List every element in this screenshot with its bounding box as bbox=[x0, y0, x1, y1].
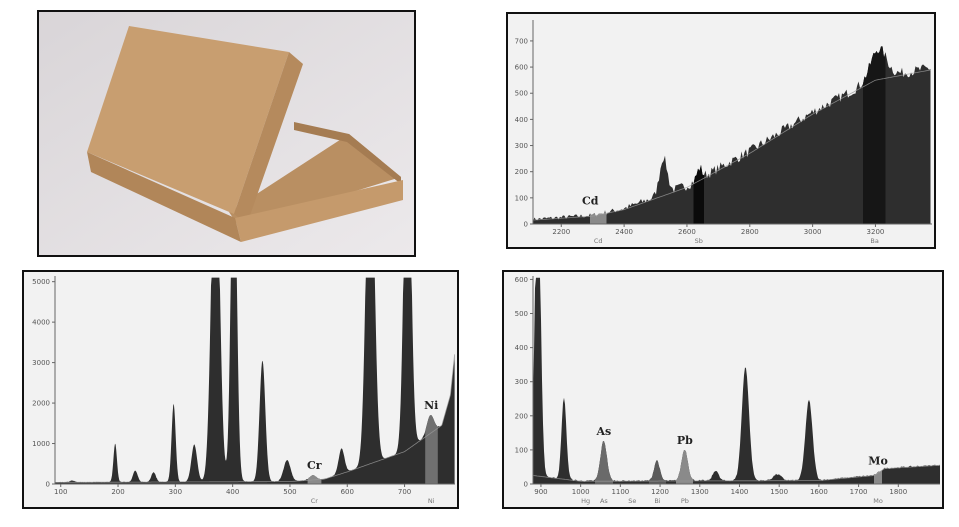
x-tick-label: 900 bbox=[534, 488, 547, 496]
y-tick-label: 300 bbox=[515, 378, 528, 386]
region-ni bbox=[425, 415, 438, 484]
y-tick-label: 200 bbox=[515, 412, 528, 420]
spectrum-chart-cr-ni: 0 1000 2000 3000 4000 5000 100 200 300 400 500 600 7… bbox=[22, 270, 459, 509]
x-tick-label: 1300 bbox=[691, 488, 709, 496]
x-tick-label: 200 bbox=[111, 488, 124, 496]
y-tick-label: 0 bbox=[524, 481, 528, 489]
box-lid-edge bbox=[234, 52, 303, 224]
x-tick-label: 1700 bbox=[850, 488, 868, 496]
spectrum-area bbox=[533, 46, 931, 225]
y-tick-label: 5000 bbox=[32, 278, 50, 286]
spectrum-plot: 0 100 200 300 400 500 600 900 1000 1100 1200 1300 14… bbox=[515, 276, 941, 505]
region-ba bbox=[863, 46, 886, 225]
x-tick-label: 3200 bbox=[867, 228, 885, 236]
spectrum-chart-as-pb-mo: 0 100 200 300 400 500 600 900 1000 1100 1200 1300 14… bbox=[502, 270, 944, 509]
region-pb bbox=[676, 450, 693, 484]
y-tick-label: 0 bbox=[46, 481, 50, 489]
baseline-curve bbox=[55, 354, 455, 483]
element-peak-label: Mo bbox=[868, 455, 888, 468]
box-tray-front-wall bbox=[235, 180, 403, 242]
y-tick-label: 200 bbox=[515, 168, 528, 176]
y-tick-label: 500 bbox=[515, 310, 528, 318]
x-tick-label: 600 bbox=[341, 488, 354, 496]
baseline-curve bbox=[532, 69, 931, 221]
x-tick-label: 1800 bbox=[889, 488, 907, 496]
x-tick-label: 3000 bbox=[804, 228, 822, 236]
x-tick-label: 1100 bbox=[611, 488, 629, 496]
x-tick-label: 1600 bbox=[810, 488, 828, 496]
spectrum-area bbox=[533, 277, 940, 484]
x-tick-label: 2400 bbox=[615, 228, 633, 236]
x-tick-label: 100 bbox=[54, 488, 67, 496]
element-axis-label: Bi bbox=[654, 497, 660, 505]
element-peak-label: Ni bbox=[424, 399, 438, 412]
y-tick-label: 600 bbox=[515, 64, 528, 72]
spectrum-area bbox=[55, 277, 455, 484]
spectrum-plot: 0 100 200 300 400 500 600 700 2200 2400 2600 2800 30… bbox=[515, 20, 932, 245]
x-tick-label: 1500 bbox=[770, 488, 788, 496]
x-tick-label: 2800 bbox=[741, 228, 759, 236]
x-tick-label: 2200 bbox=[552, 228, 570, 236]
y-tick-label: 100 bbox=[515, 446, 528, 454]
box-tray-back-wall bbox=[294, 122, 401, 184]
y-tick-label: 3000 bbox=[32, 359, 50, 367]
baseline-curve bbox=[532, 464, 941, 482]
x-tick-label: 500 bbox=[283, 488, 296, 496]
element-axis-label: Hg bbox=[581, 497, 590, 505]
y-tick-label: 600 bbox=[515, 276, 528, 284]
y-tick-label: 2000 bbox=[32, 400, 50, 408]
y-tick-label: 400 bbox=[515, 344, 528, 352]
x-tick-label: 1200 bbox=[651, 488, 669, 496]
y-tick-label: 400 bbox=[515, 116, 528, 124]
y-tick-label: 500 bbox=[515, 90, 528, 98]
y-tick-label: 4000 bbox=[32, 319, 50, 327]
element-axis-label: Cr bbox=[311, 497, 319, 505]
spectrum-plot: 0 1000 2000 3000 4000 5000 100 200 300 400 500 600 7… bbox=[32, 276, 455, 505]
element-axis-label: Cd bbox=[594, 237, 603, 245]
box-tray-side-wall bbox=[87, 152, 241, 242]
x-tick-label: 2600 bbox=[678, 228, 696, 236]
x-tick-label: 400 bbox=[226, 488, 239, 496]
spectrum-chart-cd-sb-ba: 0 100 200 300 400 500 600 700 2200 2400 2600 2800 30… bbox=[506, 12, 936, 249]
x-tick-label: 1400 bbox=[731, 488, 749, 496]
element-axis-label: As bbox=[600, 497, 608, 505]
y-tick-label: 700 bbox=[515, 37, 528, 45]
x-tick-label: 700 bbox=[398, 488, 411, 496]
box-lid bbox=[87, 26, 289, 214]
y-tick-label: 1000 bbox=[32, 440, 50, 448]
y-tick-label: 300 bbox=[515, 142, 528, 150]
x-tick-label: 300 bbox=[169, 488, 182, 496]
region-as bbox=[595, 441, 613, 484]
element-peak-label: Cd bbox=[582, 194, 599, 207]
element-axis-label: Ba bbox=[870, 237, 878, 245]
element-peak-label: Pb bbox=[677, 434, 693, 447]
element-axis-label: Pb bbox=[681, 497, 689, 505]
y-tick-label: 100 bbox=[515, 194, 528, 202]
region-bi bbox=[649, 459, 666, 484]
box-tray-floor bbox=[229, 134, 401, 227]
element-peak-label: As bbox=[596, 425, 612, 438]
element-axis-label: Se bbox=[628, 497, 636, 505]
region-cd bbox=[590, 210, 607, 224]
cardboard-box-image bbox=[39, 12, 414, 255]
region-sb bbox=[693, 164, 704, 224]
element-axis-label: Ni bbox=[428, 497, 435, 505]
region-mo bbox=[874, 470, 882, 484]
element-axis-label: Mo bbox=[873, 497, 883, 505]
y-tick-label: 0 bbox=[524, 221, 528, 229]
x-tick-label: 1000 bbox=[572, 488, 590, 496]
product-photo bbox=[37, 10, 416, 257]
element-peak-label: Cr bbox=[307, 459, 322, 472]
element-axis-label: Sb bbox=[695, 237, 703, 245]
